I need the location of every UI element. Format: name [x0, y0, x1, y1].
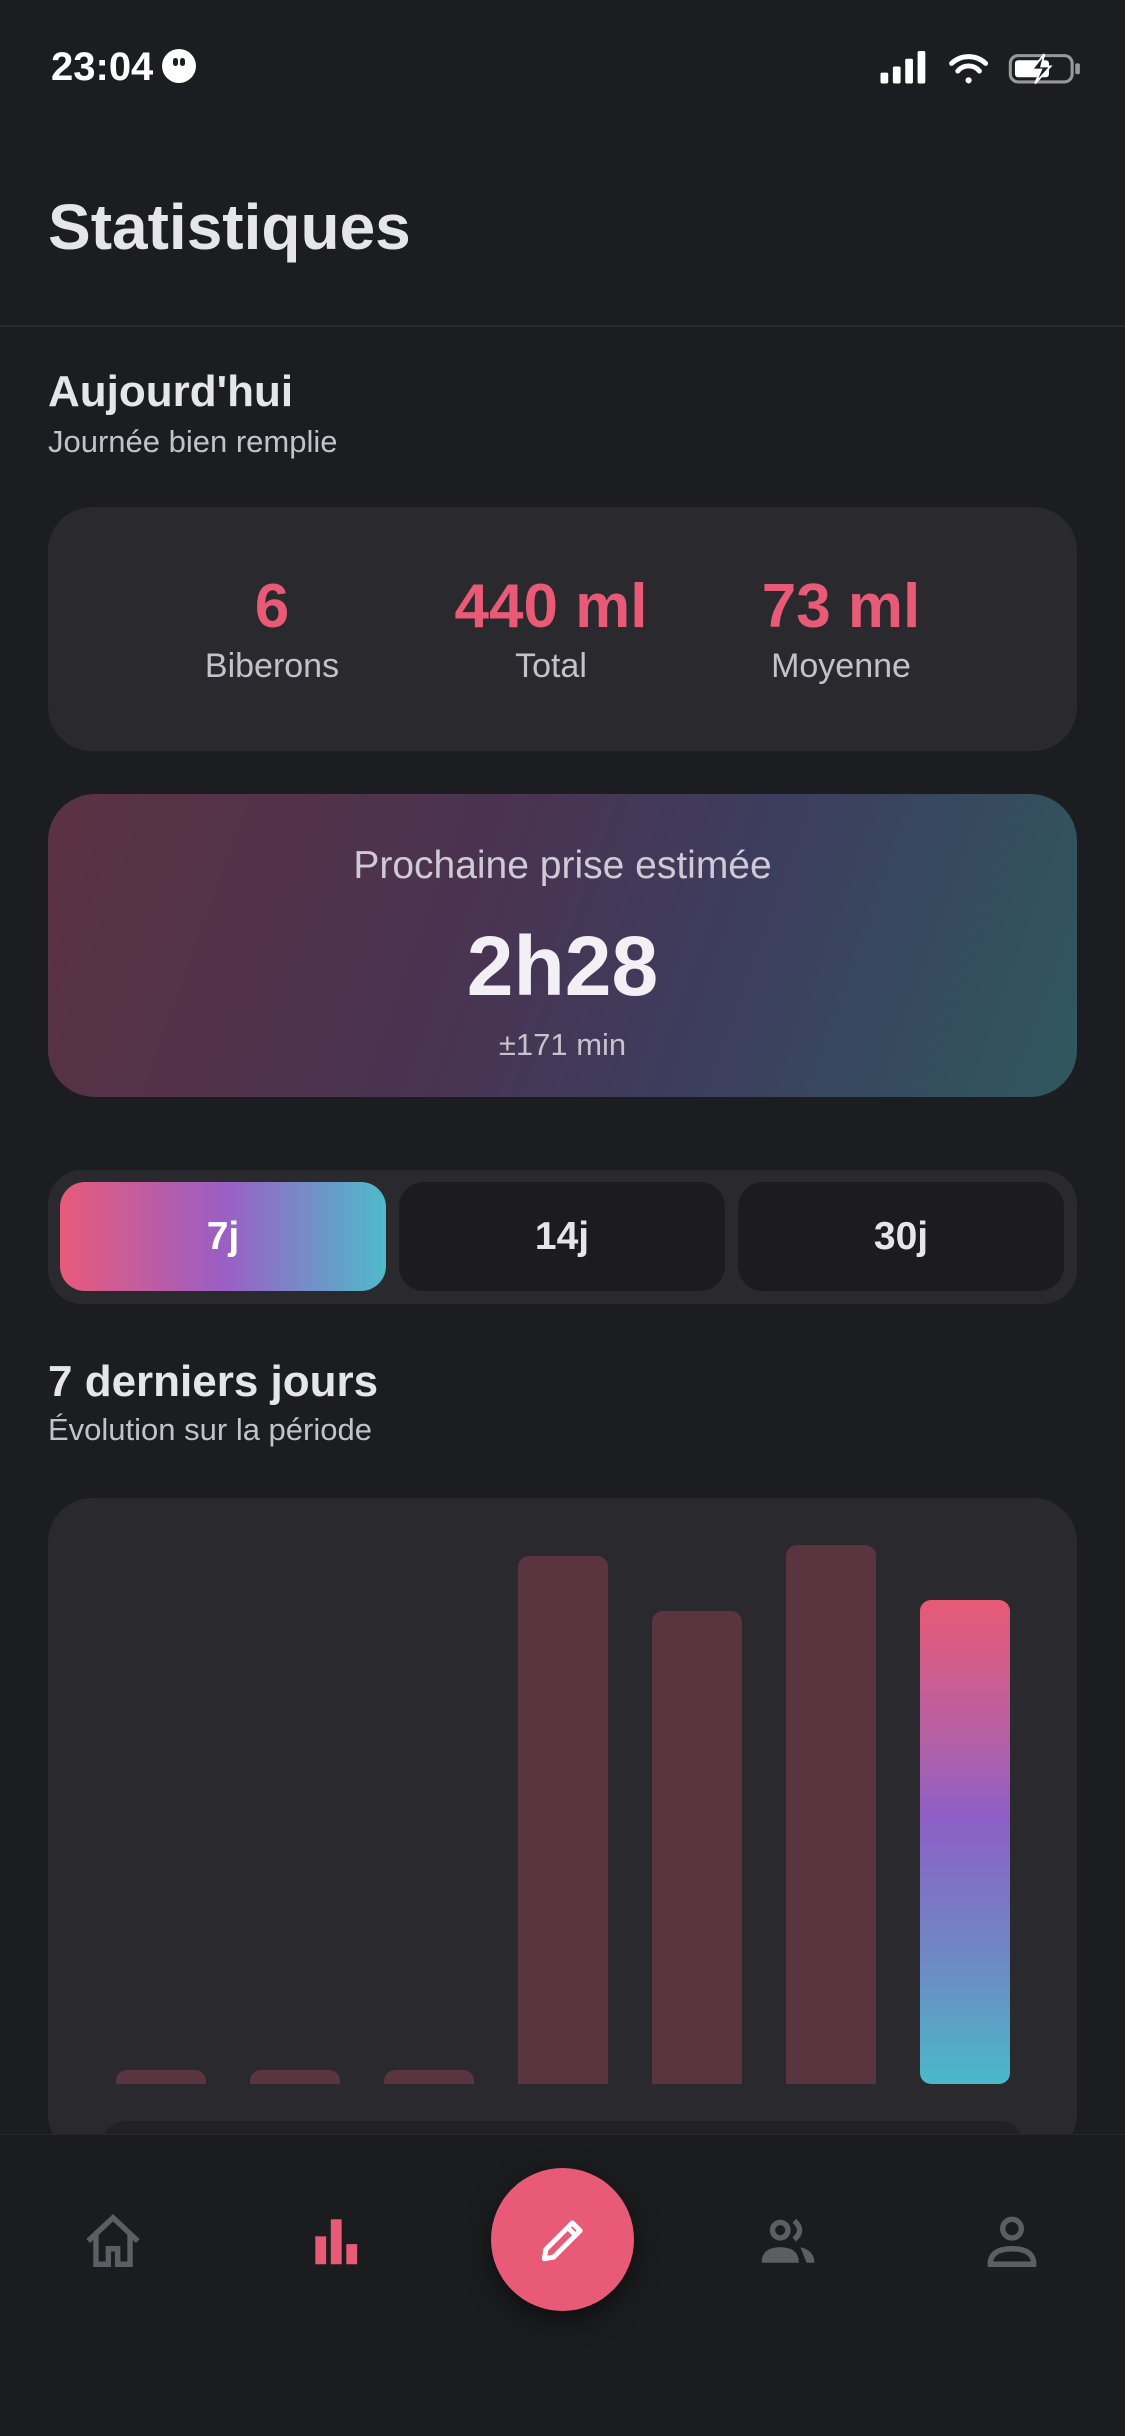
add-entry-button[interactable] [491, 2168, 634, 2311]
pencil-icon [541, 2219, 583, 2261]
period-subtitle: Évolution sur la période [48, 1412, 372, 1447]
bar [116, 2070, 206, 2084]
bar [518, 1556, 608, 2084]
today-stats-card: 6 Biberons 440 ml Total 73 ml Moyenne [48, 507, 1077, 751]
people-icon[interactable] [757, 2210, 819, 2272]
battery-charging-icon [1008, 53, 1080, 85]
period-14d-button[interactable]: 14j [399, 1182, 725, 1291]
person-icon[interactable] [981, 2210, 1043, 2272]
next-feeding-margin: ±171 min [498, 1027, 627, 1062]
stat-total: 440 ml Total [396, 569, 706, 686]
status-time: 23:04 [51, 45, 197, 90]
stat-value: 6 [254, 572, 290, 641]
today-subtitle: Journée bien remplie [48, 424, 338, 459]
stat-value: 73 ml [761, 572, 921, 641]
stat-bottles: 6 Biberons [117, 569, 427, 686]
signal-icon [880, 51, 926, 84]
today-title: Aujourd'hui [48, 367, 294, 416]
next-feeding-label: Prochaine prise estimée [353, 844, 772, 887]
status-time-text: 23:04 [51, 45, 154, 89]
wifi-icon [949, 54, 989, 84]
bar-today [920, 1600, 1010, 2084]
chart-card [48, 1498, 1077, 2158]
bar [652, 1611, 742, 2084]
period-selector: 7j 14j 30j [48, 1170, 1077, 1304]
status-icons [880, 51, 1080, 85]
period-30d-button[interactable]: 30j [738, 1182, 1064, 1291]
bottom-nav [0, 2134, 1125, 2436]
next-feeding-value: 2h28 [466, 919, 659, 1013]
stat-label: Total [515, 647, 587, 685]
next-feeding-card: Prochaine prise estimée 2h28 ±171 min [48, 794, 1077, 1097]
bar [250, 2070, 340, 2084]
header-divider [0, 325, 1125, 327]
home-icon[interactable] [82, 2210, 144, 2272]
smiley-icon [162, 49, 197, 83]
stat-label: Biberons [204, 647, 340, 685]
bar [786, 1545, 876, 2084]
stat-label: Moyenne [771, 647, 911, 685]
bar [384, 2070, 474, 2084]
stat-value: 440 ml [454, 572, 648, 641]
period-title: 7 derniers jours [48, 1357, 379, 1406]
period-7d-button[interactable]: 7j [60, 1182, 386, 1291]
stat-average: 73 ml Moyenne [686, 569, 996, 686]
page-title: Statistiques [48, 191, 411, 263]
bar-chart-icon[interactable] [306, 2210, 368, 2272]
